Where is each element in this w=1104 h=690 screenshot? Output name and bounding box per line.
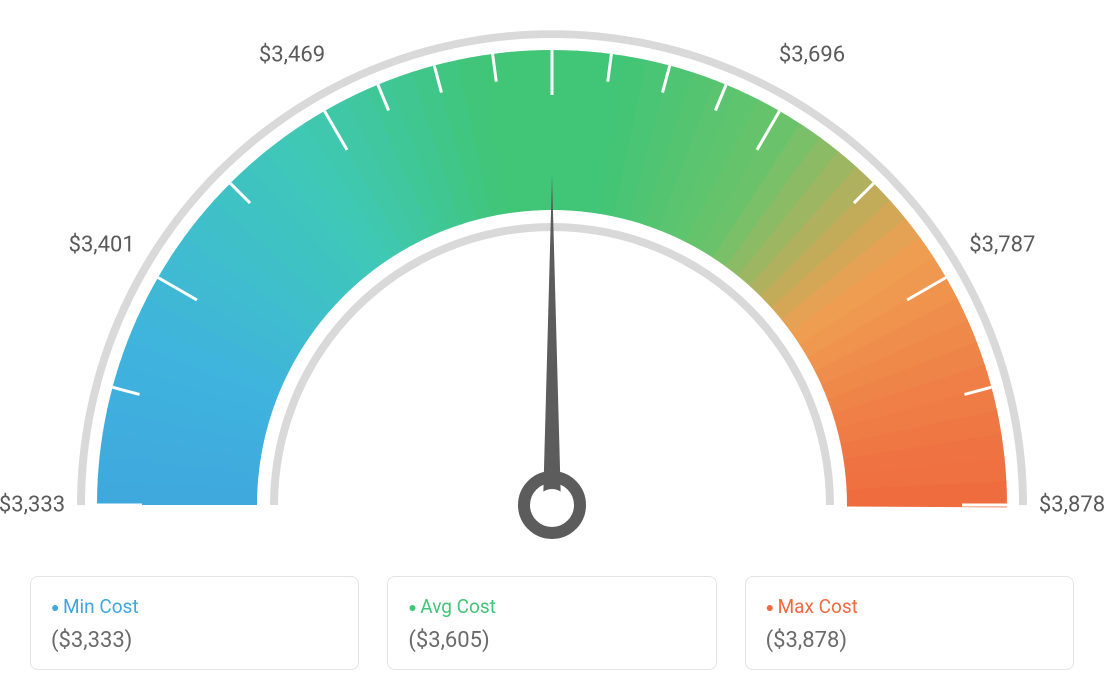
min-cost-label: Min Cost	[51, 595, 338, 618]
gauge-svg	[0, 0, 1104, 560]
gauge-tick-label: $3,787	[969, 233, 1035, 258]
max-cost-card: Max Cost ($3,878)	[745, 576, 1074, 670]
avg-cost-label: Avg Cost	[408, 595, 695, 618]
gauge-tick-label: $3,696	[779, 42, 845, 67]
cost-summary-cards: Min Cost ($3,333) Avg Cost ($3,605) Max …	[30, 576, 1074, 670]
max-cost-value: ($3,878)	[766, 628, 1053, 653]
max-cost-label: Max Cost	[766, 595, 1053, 618]
min-cost-value: ($3,333)	[51, 628, 338, 653]
min-cost-card: Min Cost ($3,333)	[30, 576, 359, 670]
avg-cost-value: ($3,605)	[408, 628, 695, 653]
gauge-tick-label: $3,333	[0, 493, 65, 518]
gauge-chart: $3,333$3,401$3,469$3,605$3,696$3,787$3,8…	[0, 0, 1104, 560]
avg-cost-card: Avg Cost ($3,605)	[387, 576, 716, 670]
gauge-tick-label: $3,469	[259, 42, 325, 67]
gauge-tick-label: $3,878	[1039, 493, 1104, 518]
gauge-tick-label: $3,401	[69, 233, 135, 258]
